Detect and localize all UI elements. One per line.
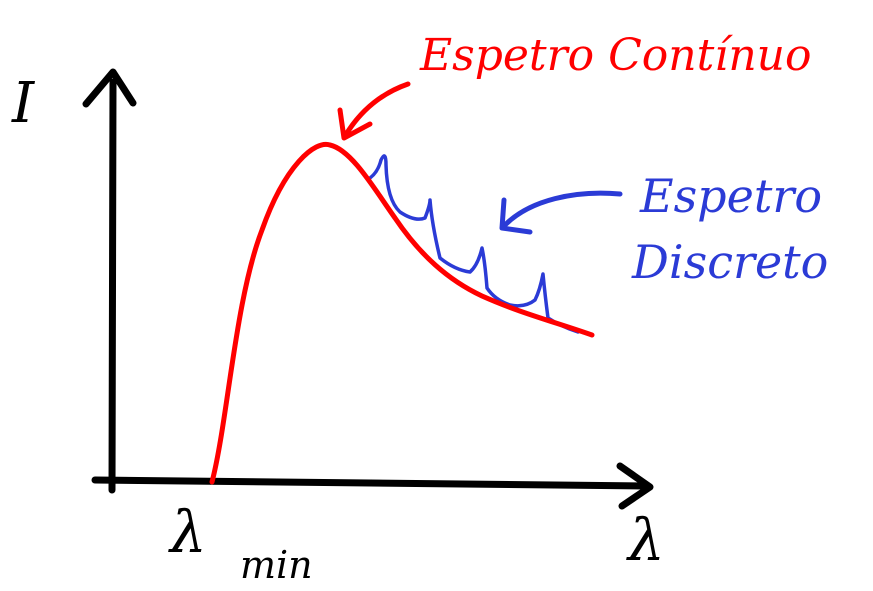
y-axis-line (108, 78, 117, 494)
discrete-spectrum-label-line1: Espetro (639, 169, 822, 223)
lambda-min-symbol: λ (168, 498, 207, 566)
x-axis-label: λ (626, 506, 665, 574)
continuous-spectrum-curve (209, 141, 595, 485)
y-axis-label: I (11, 71, 36, 136)
lambda-min-subscript: min (240, 543, 313, 587)
continuous-spectrum-label: Espetro Contínuo (419, 30, 812, 81)
discrete-pointer-arrow (499, 190, 623, 235)
y-axis-arrowhead (82, 68, 137, 108)
axes (82, 68, 654, 510)
discrete-spectrum-label-line2: Discreto (631, 235, 828, 289)
x-axis-arrowhead (616, 462, 654, 510)
discrete-spectrum-curve (368, 154, 580, 334)
continuous-pointer-arrow (337, 81, 411, 141)
x-axis-line (91, 476, 652, 490)
